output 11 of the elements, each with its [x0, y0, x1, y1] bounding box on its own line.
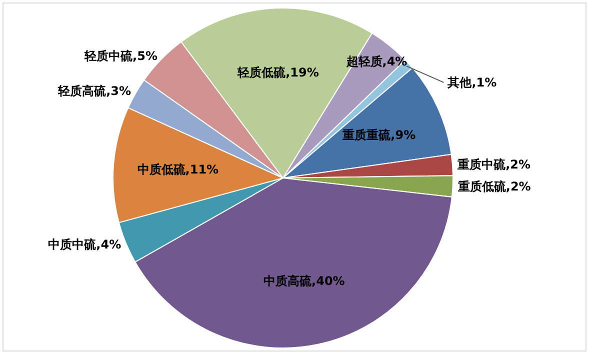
slice-label: 中质中硫,4%	[48, 238, 122, 252]
slice-label: 轻质低硫,19%	[236, 66, 319, 80]
slice-label: 其他,1%	[446, 75, 497, 90]
slice-label: 轻质中硫,5%	[84, 48, 158, 63]
slice-label: 重质中硫,2%	[456, 158, 531, 172]
slice-label: 中质高硫,40%	[264, 274, 345, 288]
slice-label: 超轻质,4%	[345, 54, 408, 68]
slice-label: 重质低硫,2%	[456, 180, 531, 194]
slice-label: 重质重硫,9%	[342, 128, 416, 142]
slice-label: 中质低硫,11%	[137, 162, 219, 177]
slice-label: 轻质高硫,3%	[57, 84, 132, 98]
